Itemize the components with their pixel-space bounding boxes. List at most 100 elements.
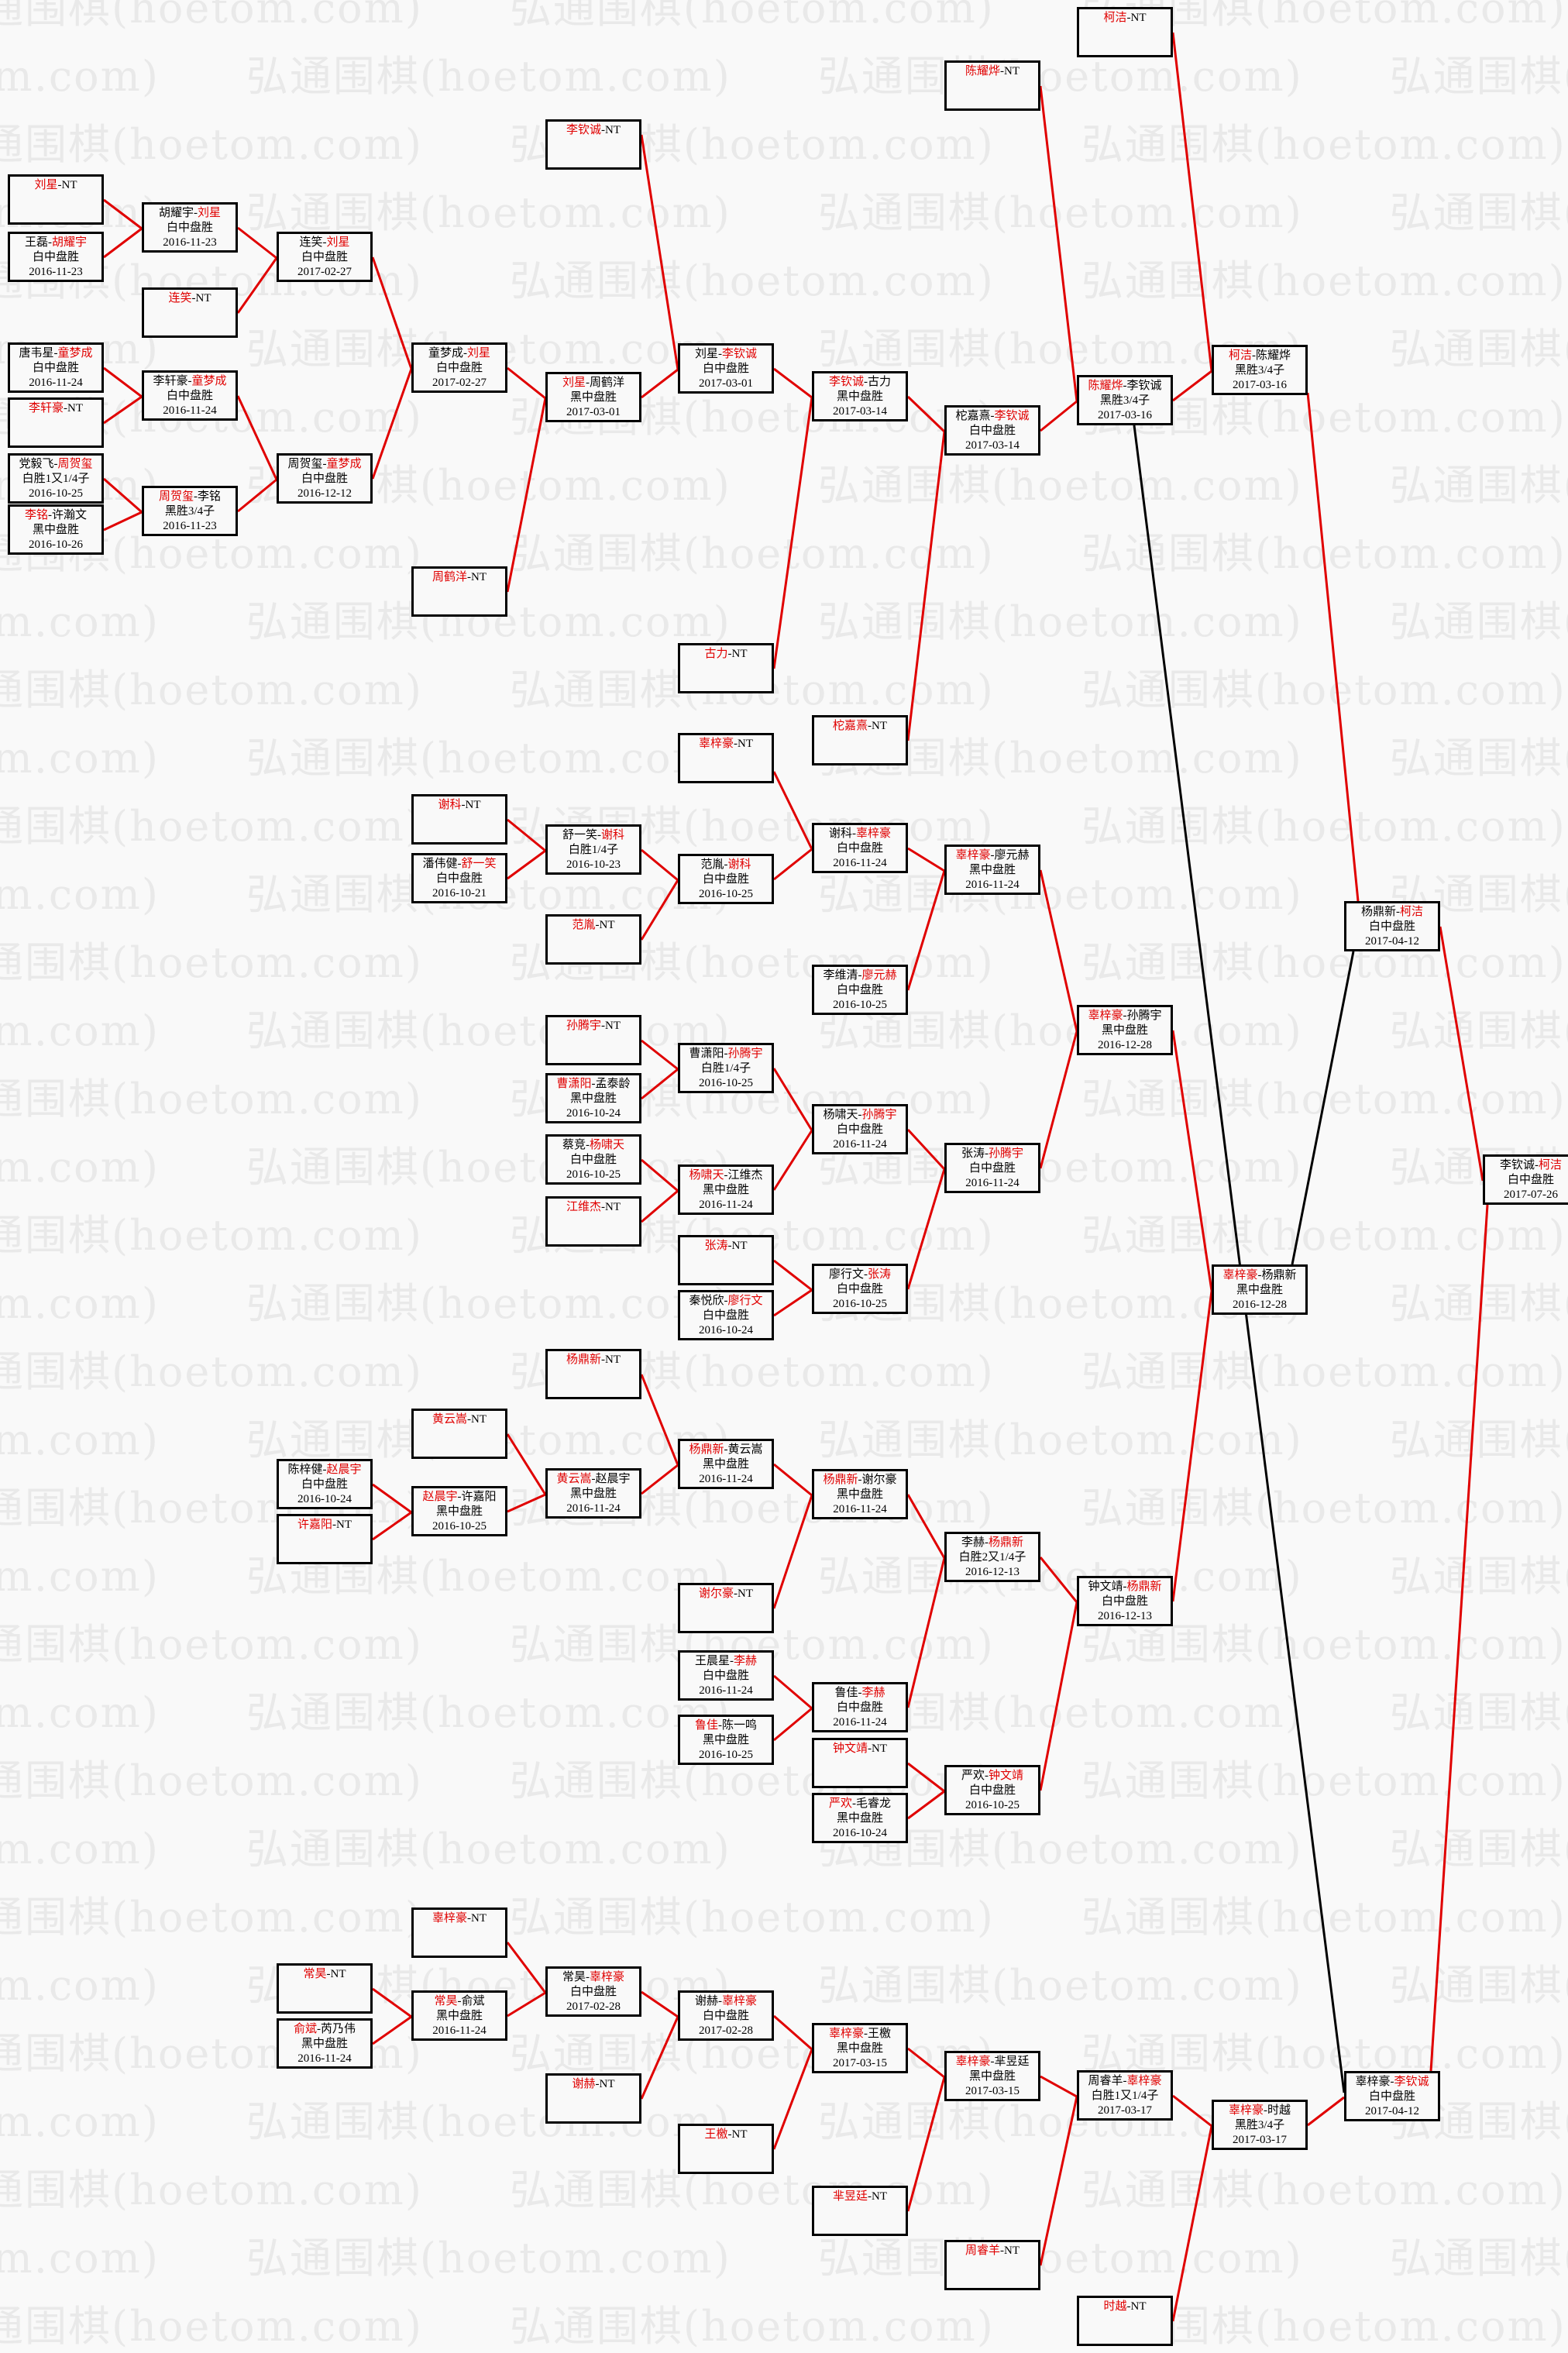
bye-box-d1[interactable]: 辜梓豪-NT	[411, 1908, 507, 1958]
match-box-a9[interactable]: 童梦成-刘星 白中盘胜 2017-02-27	[411, 342, 507, 393]
bye-box-a18[interactable]: 古力-NT	[678, 643, 774, 693]
match-box-d6[interactable]: 谢赫-辜梓豪 白中盘胜 2017-02-28	[678, 1990, 774, 2041]
bye-box-a24[interactable]: 柯洁-NT	[1077, 7, 1173, 57]
match-box-b17[interactable]: 辜梓豪-孙腾宇 黑中盘胜 2016-12-28	[1077, 1005, 1173, 1055]
match-box-a10[interactable]: 党毅飞-周贺玺 白胜1又1/4子 2016-10-25	[8, 453, 104, 504]
pairing-title: 芈昱廷-NT	[814, 2190, 906, 2204]
bye-box-a22[interactable]: 陈耀烨-NT	[944, 60, 1040, 111]
match-box-b6[interactable]: 范胤-谢科 白中盘胜 2016-10-25	[678, 854, 774, 904]
player-name: 蔡竞-	[562, 1139, 590, 1151]
match-box-a21[interactable]: 柁嘉熹-李钦诚 白中盘胜 2017-03-14	[944, 405, 1040, 456]
match-box-b13[interactable]: 杨啸天-孙腾宇 白中盘胜 2016-11-24	[812, 1104, 908, 1154]
match-box-r2[interactable]: 李钦诚-柯洁 白中盘胜 2017-07-26	[1483, 1154, 1568, 1205]
match-box-c6[interactable]: 赵晨宇-许嘉阳 黑中盘胜 2016-10-25	[411, 1486, 507, 1536]
match-box-a2[interactable]: 王磊-胡耀宇 白中盘胜 2016-11-23	[8, 232, 104, 282]
pairing-title: 李轩豪-童梦成	[144, 374, 236, 389]
player-name: -NT	[595, 2078, 615, 2090]
match-box-b8[interactable]: 辜梓豪-廖元赫 黑中盘胜 2016-11-24	[944, 845, 1040, 895]
bye-box-c1[interactable]: 杨鼎新-NT	[545, 1349, 641, 1399]
bye-box-a14[interactable]: 周鹤洋-NT	[411, 566, 507, 617]
match-box-b15[interactable]: 杨啸天-江维杰 黑中盘胜 2016-11-24	[678, 1164, 774, 1215]
match-box-d3[interactable]: 常昊-辜梓豪 白中盘胜 2017-02-28	[545, 1966, 641, 2017]
bye-box-a7[interactable]: 李轩豪-NT	[8, 397, 104, 448]
player-name: -王檄	[864, 2028, 891, 2040]
bye-box-d15[interactable]: 时越-NT	[1077, 2296, 1173, 2346]
match-box-a23[interactable]: 陈耀烨-李钦诚 黑胜3/4子 2017-03-16	[1077, 375, 1173, 425]
bye-box-c7[interactable]: 许嘉阳-NT	[277, 1514, 373, 1564]
match-box-a3[interactable]: 胡耀宇-刘星 白中盘胜 2016-11-23	[142, 202, 238, 253]
bye-box-c15[interactable]: 钟文靖-NT	[812, 1738, 908, 1788]
winner-path-line-c5-c6	[372, 1483, 412, 1514]
match-box-a25[interactable]: 柯洁-陈耀烨 黑胜3/4子 2017-03-16	[1212, 345, 1308, 395]
match-box-c8[interactable]: 杨鼎新-谢尔豪 黑中盘胜 2016-11-24	[812, 1469, 908, 1519]
match-box-c14[interactable]: 鲁佳-陈一鸣 黑中盘胜 2016-10-25	[678, 1715, 774, 1765]
match-box-b9[interactable]: 李维清-廖元赫 白中盘胜 2016-10-25	[812, 965, 908, 1015]
match-box-d8[interactable]: 辜梓豪-王檄 黑中盘胜 2017-03-15	[812, 2023, 908, 2073]
match-box-c17[interactable]: 严欢-毛睿龙 黑中盘胜 2016-10-24	[812, 1793, 908, 1843]
pairing-title: 柁嘉熹-李钦诚	[947, 409, 1038, 424]
bye-box-c9[interactable]: 谢尔豪-NT	[678, 1583, 774, 1633]
match-box-c3[interactable]: 杨鼎新-黄云嵩 黑中盘胜 2016-11-24	[678, 1439, 774, 1489]
winner-name: 周睿羊	[965, 2245, 1000, 2257]
bye-box-d2[interactable]: 常昊-NT	[277, 1963, 373, 2014]
match-box-a15[interactable]: 刘星-周鹤洋 黑中盘胜 2017-03-01	[545, 372, 641, 422]
match-box-c13[interactable]: 鲁佳-李赫 白中盘胜 2016-11-24	[812, 1682, 908, 1732]
game-result: 黑中盘胜	[435, 2010, 483, 2022]
match-box-a5[interactable]: 连笑-刘星 白中盘胜 2017-02-27	[277, 232, 373, 282]
match-box-b4[interactable]: 潘伟健-舒一笑 白中盘胜 2016-10-21	[411, 853, 507, 903]
match-box-a17[interactable]: 刘星-李钦诚 白中盘胜 2017-03-01	[678, 343, 774, 394]
winner-name: 辜梓豪	[1228, 2104, 1264, 2117]
match-box-a13[interactable]: 周贺玺-童梦成 白中盘胜 2016-12-12	[277, 453, 373, 504]
match-box-d14[interactable]: 辜梓豪-时越 黑胜3/4子 2017-03-17	[1212, 2100, 1308, 2150]
match-box-b18[interactable]: 张涛-孙腾宇 白中盘胜 2016-11-24	[944, 1143, 1040, 1193]
match-box-r3[interactable]: 辜梓豪-杨鼎新 黑中盘胜 2016-12-28	[1212, 1264, 1308, 1315]
bye-box-d9[interactable]: 王檄-NT	[678, 2124, 774, 2174]
bye-box-a20[interactable]: 柁嘉熹-NT	[812, 715, 908, 765]
match-box-r4[interactable]: 辜梓豪-李钦诚 白中盘胜 2017-04-12	[1344, 2071, 1440, 2121]
winner-name: 辜梓豪	[955, 2055, 991, 2068]
match-box-a12[interactable]: 周贺玺-李铭 黑胜3/4子 2016-11-23	[142, 486, 238, 536]
pairing-title: 周贺玺-李铭	[144, 490, 236, 504]
bye-box-d13[interactable]: 周睿羊-NT	[944, 2240, 1040, 2290]
match-box-d10[interactable]: 辜梓豪-芈昱廷 黑中盘胜 2017-03-15	[944, 2051, 1040, 2101]
match-box-b11[interactable]: 曹潇阳-孙腾宇 白胜1/4子 2016-10-25	[678, 1043, 774, 1093]
bye-box-b16[interactable]: 江维杰-NT	[545, 1196, 641, 1247]
game-result: 白中盘胜	[301, 1478, 348, 1491]
bye-box-b5[interactable]: 范胤-NT	[545, 914, 641, 965]
match-box-b3[interactable]: 舒一笑-谢科 白胜1/4子 2016-10-23	[545, 824, 641, 875]
match-box-c10[interactable]: 李赫-杨鼎新 白胜2又1/4子 2016-12-13	[944, 1532, 1040, 1582]
bye-box-c2[interactable]: 黄云嵩-NT	[411, 1409, 507, 1459]
bye-box-a16[interactable]: 李钦诚-NT	[545, 119, 641, 170]
match-box-a6[interactable]: 唐韦星-童梦成 白中盘胜 2016-11-24	[8, 342, 104, 393]
match-box-c4[interactable]: 黄云嵩-赵晨宇 黑中盘胜 2016-11-24	[545, 1468, 641, 1519]
bye-box-b10[interactable]: 孙腾宇-NT	[545, 1015, 641, 1065]
match-box-b7[interactable]: 谢科-辜梓豪 白中盘胜 2016-11-24	[812, 823, 908, 873]
game-date: 2017-03-16	[1098, 409, 1152, 421]
bye-box-d11[interactable]: 芈昱廷-NT	[812, 2186, 908, 2236]
match-box-d4[interactable]: 常昊-俞斌 黑中盘胜 2016-11-24	[411, 1990, 507, 2041]
bye-box-a4[interactable]: 连笑-NT	[142, 287, 238, 338]
game-date: 2016-10-25	[833, 1298, 887, 1310]
match-box-c16[interactable]: 严欢-钟文靖 白中盘胜 2016-10-25	[944, 1765, 1040, 1815]
match-box-b12[interactable]: 曹潇阳-孟泰龄 黑中盘胜 2016-10-24	[545, 1073, 641, 1123]
match-box-b20[interactable]: 廖行文-张涛 白中盘胜 2016-10-25	[812, 1264, 908, 1314]
match-box-a11[interactable]: 李铭-许瀚文 黑中盘胜 2016-10-26	[8, 504, 104, 555]
watermark-text: 弘通围棋(hoetom.com) 弘通围棋(hoetom.com) 弘通围棋(h…	[0, 2234, 1568, 2282]
match-box-d5[interactable]: 俞斌-芮乃伟 黑中盘胜 2016-11-24	[277, 2018, 373, 2069]
match-box-c5[interactable]: 陈梓健-赵晨宇 白中盘胜 2016-10-24	[277, 1459, 373, 1509]
pairing-title: 常昊-俞斌	[414, 1994, 505, 2009]
pairing-title: 辜梓豪-NT	[680, 737, 772, 752]
match-box-a19[interactable]: 李钦诚-古力 黑中盘胜 2017-03-14	[812, 371, 908, 421]
bye-box-d7[interactable]: 谢赫-NT	[545, 2073, 641, 2124]
bye-box-b1[interactable]: 辜梓豪-NT	[678, 733, 774, 783]
match-box-c11[interactable]: 钟文靖-杨鼎新 白中盘胜 2016-12-13	[1077, 1576, 1173, 1626]
match-box-b21[interactable]: 秦悦欣-廖行文 白中盘胜 2016-10-24	[678, 1290, 774, 1340]
match-box-r1[interactable]: 杨鼎新-柯洁 白中盘胜 2017-04-12	[1344, 901, 1440, 951]
bye-box-b2[interactable]: 谢科-NT	[411, 794, 507, 845]
bye-box-b19[interactable]: 张涛-NT	[678, 1235, 774, 1285]
match-box-c12[interactable]: 王晨星-李赫 白中盘胜 2016-11-24	[678, 1650, 774, 1701]
bye-box-a1[interactable]: 刘星-NT	[8, 174, 104, 225]
match-box-d12[interactable]: 周睿羊-辜梓豪 白胜1又1/4子 2017-03-17	[1077, 2070, 1173, 2121]
match-box-b14[interactable]: 蔡竞-杨啸天 白中盘胜 2016-10-25	[545, 1134, 641, 1185]
match-box-a8[interactable]: 李轩豪-童梦成 白中盘胜 2016-11-24	[142, 370, 238, 421]
